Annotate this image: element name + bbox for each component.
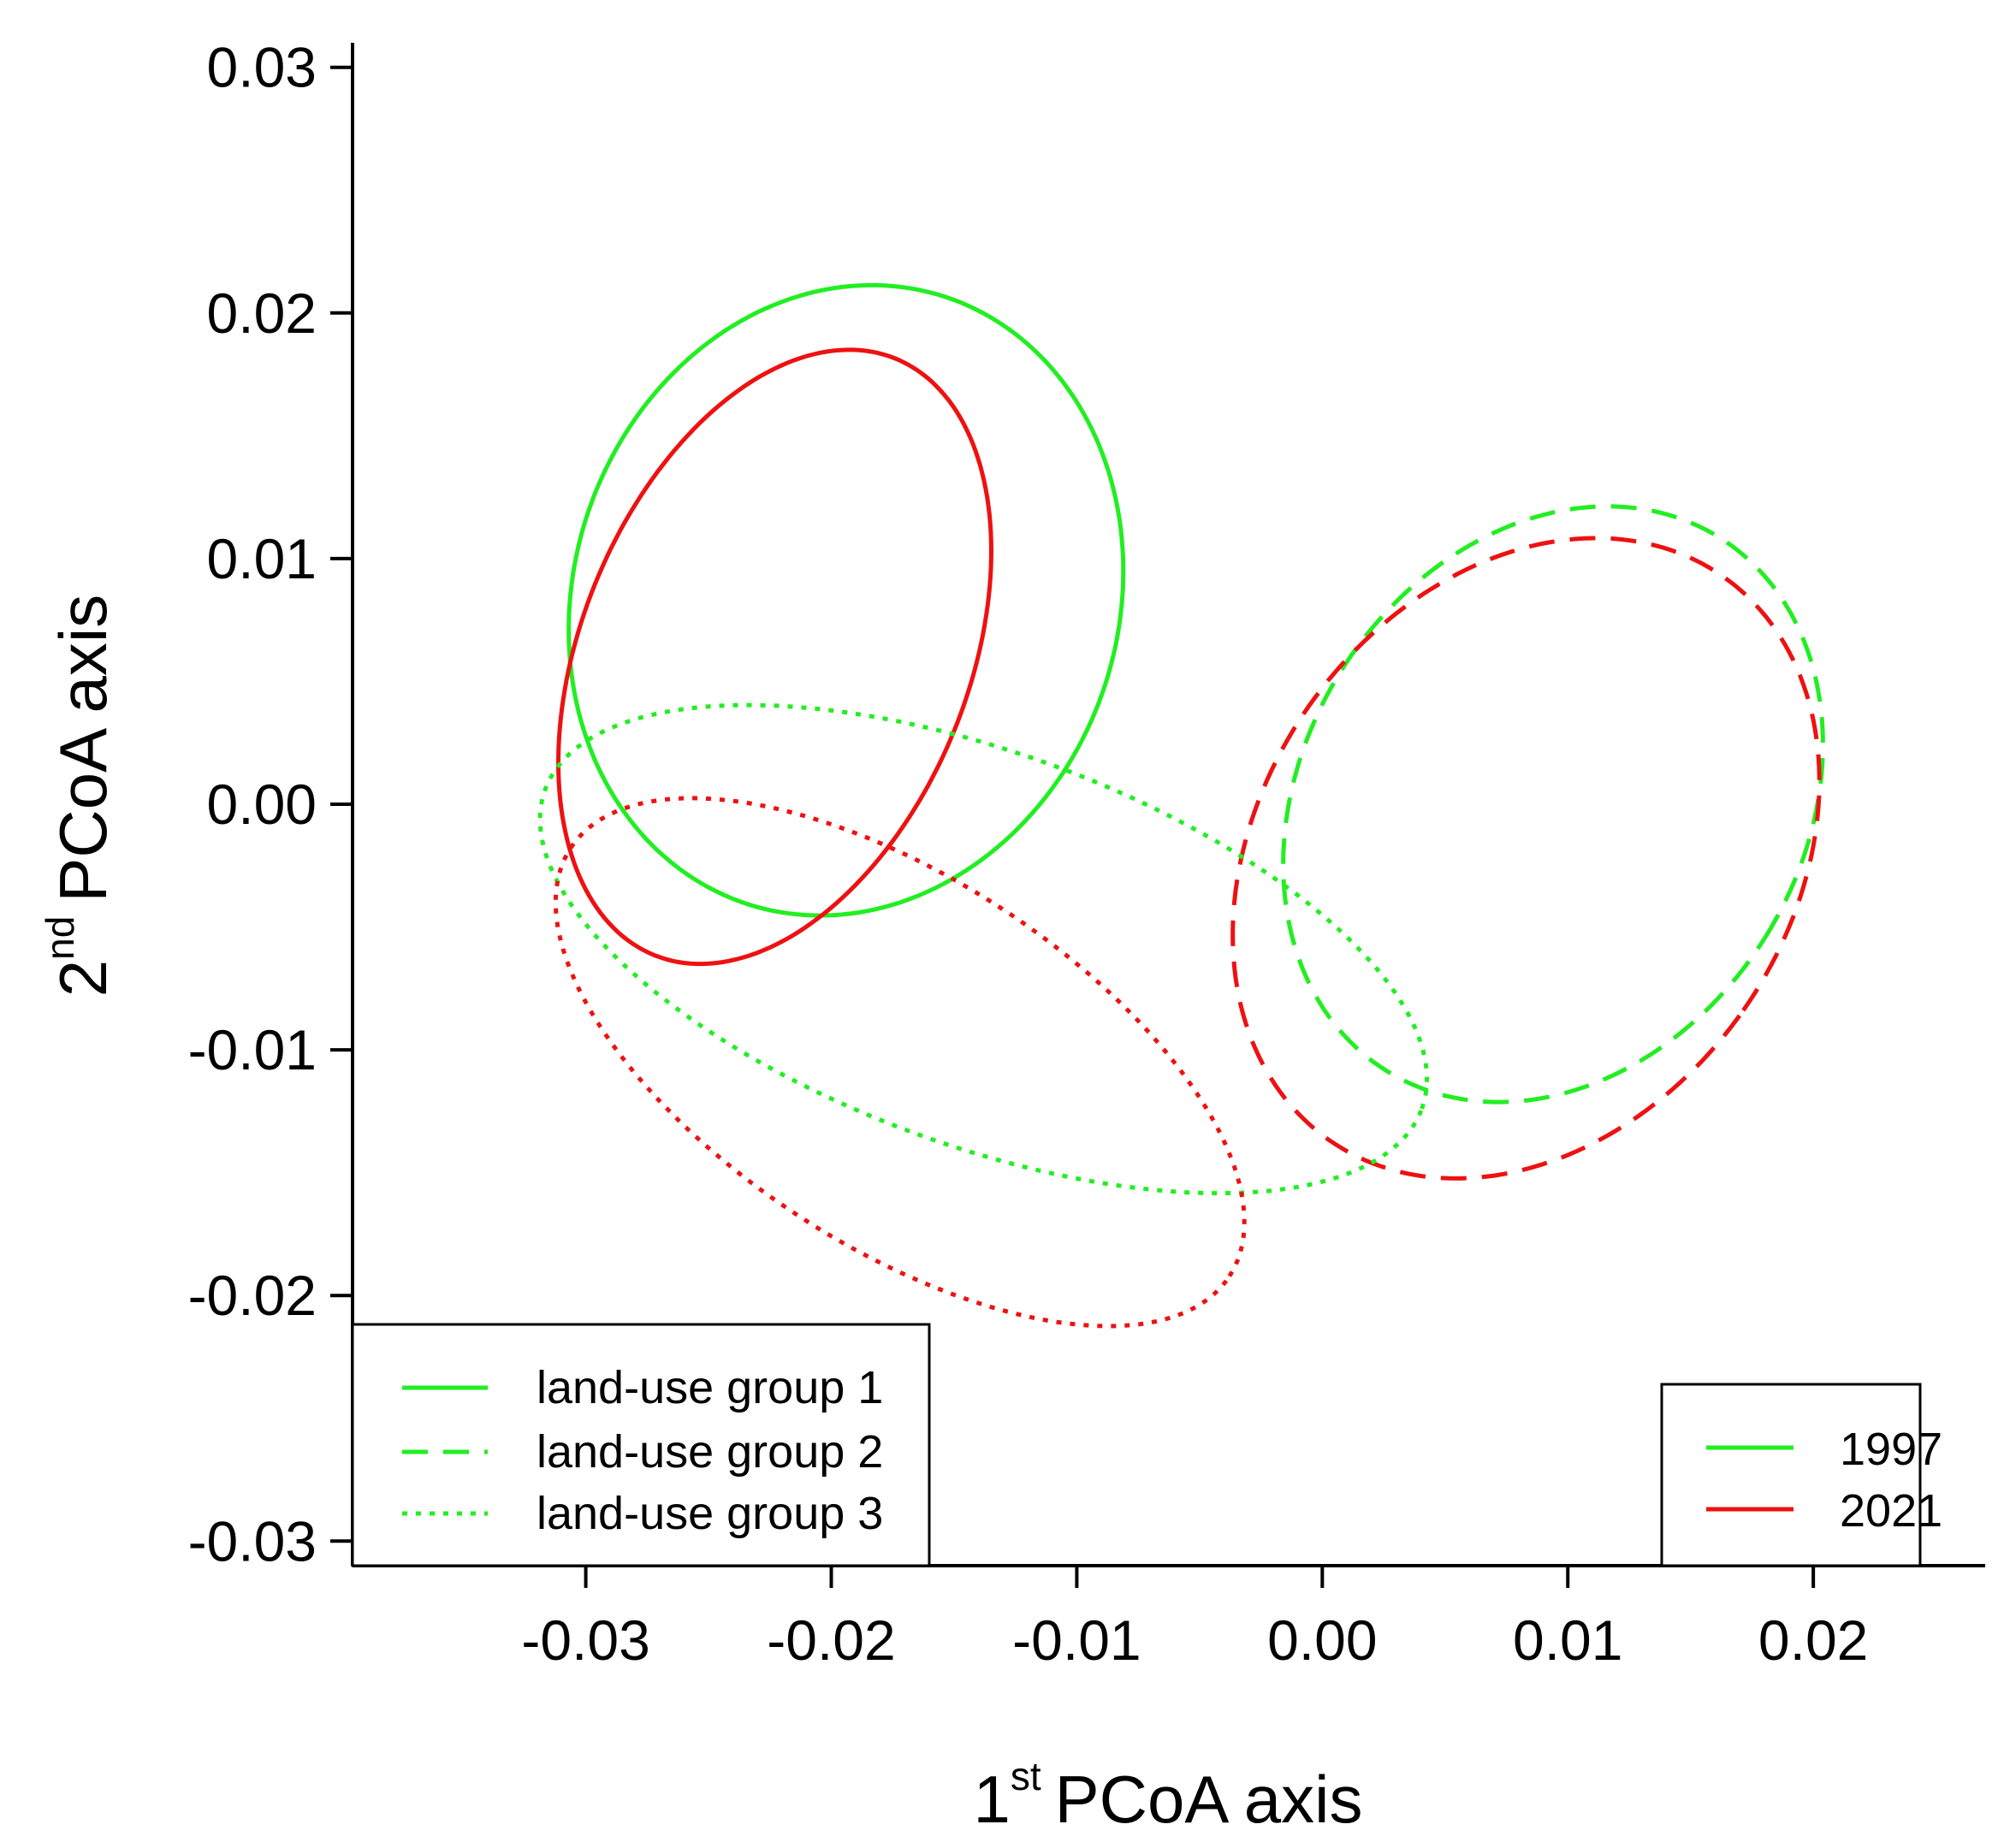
- y-axis-title-sup: nd: [38, 916, 82, 960]
- legend-label-group-1: land-use group 1: [537, 1362, 883, 1413]
- ellipse-layer: [537, 282, 1825, 1329]
- y-axis-title: 2nd PCoA axis: [38, 595, 121, 997]
- x-tick-label: 0.02: [1758, 1608, 1868, 1672]
- x-tick-label: -0.01: [1012, 1608, 1141, 1672]
- legend-label-2021: 2021: [1840, 1485, 1942, 1537]
- y-axis-title-prefix: 2: [45, 960, 121, 997]
- x-tick-label: -0.03: [521, 1608, 649, 1672]
- legend-label-1997: 1997: [1840, 1424, 1942, 1475]
- ellipse-group-3-1997: [537, 702, 1430, 1196]
- year-legend: 1997 2021: [1660, 1383, 1942, 1567]
- y-tick-label: -0.03: [188, 1509, 317, 1573]
- x-tick-label: 0.01: [1513, 1608, 1622, 1672]
- y-tick-label: 0.00: [207, 773, 317, 836]
- x-axis-title-prefix: 1: [973, 1762, 1010, 1837]
- legend-label-group-2: land-use group 2: [537, 1426, 883, 1478]
- y-tick-label: -0.01: [188, 1018, 317, 1081]
- y-tick-label: 0.02: [207, 281, 317, 345]
- y-axis-title-text: PCoA axis: [45, 595, 121, 903]
- x-axis-title-text: PCoA axis: [1055, 1762, 1363, 1837]
- ellipse-group-1-2021: [555, 347, 994, 967]
- linetype-legend: land-use group 1 land-use group 2 land-u…: [351, 1323, 931, 1567]
- linetype-legend-box: [351, 1323, 931, 1567]
- y-tick-label: -0.02: [188, 1264, 317, 1327]
- y-tick-label: 0.03: [207, 36, 317, 99]
- ellipse-group-2-2021: [1230, 536, 1822, 1181]
- x-axis-title: 1st PCoA axis: [973, 1754, 1362, 1837]
- tick-layer: -0.03 -0.02 -0.01 0.00 0.01 0.02 -0.03 -0.02 -0.…: [188, 36, 1869, 1672]
- x-axis-title-sup: st: [1011, 1754, 1041, 1798]
- x-tick-label: -0.02: [767, 1608, 895, 1672]
- ellipse-group-3-2021: [553, 796, 1247, 1329]
- ellipse-group-1-1997: [566, 282, 1126, 918]
- legend-label-group-3: land-use group 3: [537, 1488, 883, 1539]
- x-tick-label: 0.00: [1267, 1608, 1377, 1672]
- year-legend-box: [1660, 1383, 1922, 1567]
- ellipse-group-2-1997: [1281, 504, 1825, 1105]
- y-tick-label: 0.01: [207, 527, 317, 590]
